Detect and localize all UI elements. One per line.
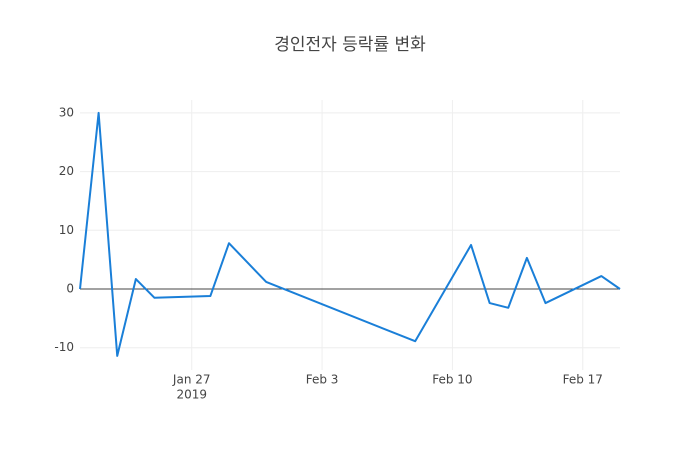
- y-tick-label: 0: [66, 282, 74, 296]
- x-tick-year: 2019: [176, 388, 207, 402]
- x-tick-label: Feb 3: [306, 373, 339, 387]
- x-tick-label: Feb 17: [563, 373, 603, 387]
- y-tick-label: 10: [59, 223, 74, 237]
- y-tick-label: -10: [54, 340, 74, 354]
- x-tick-label: Jan 27: [172, 373, 211, 387]
- line-series: [79, 111, 621, 357]
- y-tick-label: 30: [59, 105, 74, 119]
- y-tick-label: 20: [59, 164, 74, 178]
- chart-title: 경인전자 등락률 변화: [274, 35, 426, 55]
- x-tick-label: Feb 10: [432, 373, 472, 387]
